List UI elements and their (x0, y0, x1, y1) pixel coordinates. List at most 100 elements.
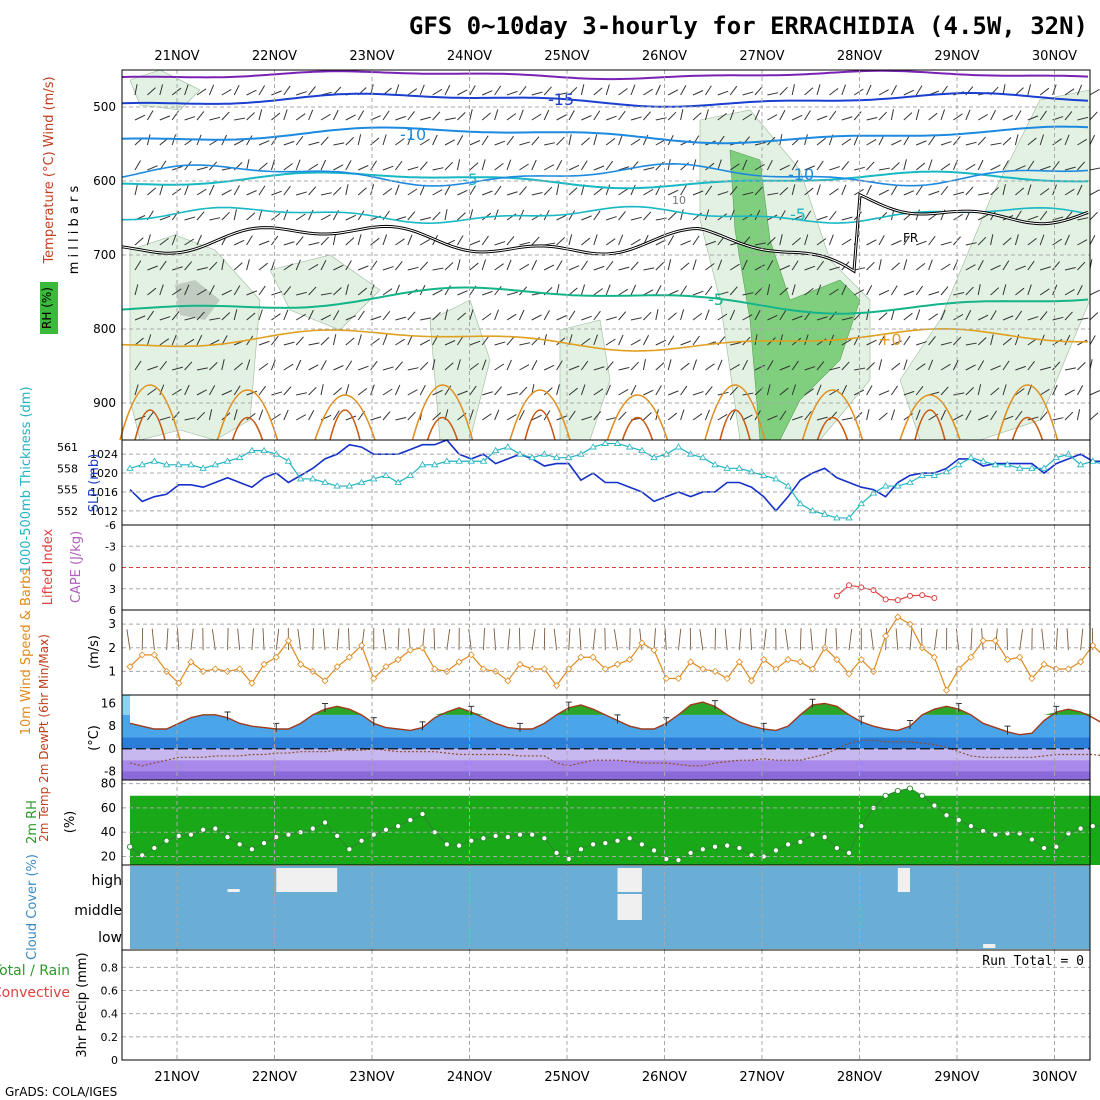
wind-barb (655, 362, 665, 371)
wind-barb (655, 339, 666, 346)
wind-barb (345, 384, 350, 396)
pressure-tick-label: 700 (93, 248, 116, 262)
wind-barb (395, 138, 405, 146)
wind-barb (432, 412, 442, 421)
wind-barb (481, 112, 491, 121)
wind-barb (593, 411, 602, 421)
wind-barb (568, 410, 576, 421)
wind-barb (357, 187, 367, 196)
freezing-level-line (121, 192, 1089, 274)
wind-barb (147, 287, 157, 296)
lifted-index-point (931, 594, 938, 601)
wind-barb (519, 342, 531, 346)
thickness-point (820, 510, 829, 517)
rh-tick-label: 40 (101, 825, 116, 839)
wind-barb (841, 84, 847, 96)
rh-2m-point (797, 838, 804, 845)
wind-barb (1002, 260, 1010, 271)
wind-barb (940, 141, 952, 146)
wind-speed-point (687, 658, 695, 666)
wind-barb (543, 164, 555, 171)
rh-2m-point (504, 834, 511, 841)
wind-barb (1027, 137, 1037, 146)
wind-barb (692, 90, 704, 96)
wind-barb (271, 212, 281, 221)
wind-barb (196, 367, 208, 371)
wind-barb (618, 288, 629, 296)
wind-speed-point (211, 665, 219, 673)
wind-barb (556, 337, 566, 346)
wind-barb (630, 384, 637, 396)
wind-barb (717, 313, 728, 321)
wind-barb (866, 184, 872, 196)
wind-barb (184, 361, 193, 371)
bottom-date-label: 30NOV (1032, 1070, 1077, 1085)
wind-barb (308, 141, 320, 146)
wind-barb (457, 111, 466, 121)
wind-barb (1089, 235, 1096, 246)
wind-barb (543, 186, 553, 196)
rh-shade-area (129, 69, 201, 111)
wind-barb (556, 184, 560, 196)
wind-barb (1002, 415, 1014, 421)
wind-barb (568, 287, 578, 296)
wind-barb (779, 310, 787, 321)
axis-title: CAPE (J/kg) (69, 531, 84, 603)
wind-barb (494, 85, 502, 96)
wind-barb (296, 392, 308, 396)
wind-barb (320, 292, 332, 296)
wind-barb (1027, 260, 1035, 271)
rh-2m-point (346, 846, 353, 853)
wind-barb (543, 109, 550, 121)
wind-barb (494, 241, 506, 246)
wind-barb (172, 366, 183, 371)
wind-barb-10m (251, 628, 254, 651)
wind-barb (146, 310, 155, 321)
contour-minus-10-east-label: -10 (788, 165, 814, 184)
wind-barb (420, 116, 431, 121)
wind-barb (482, 391, 493, 396)
rh-2m-point (906, 785, 914, 792)
wind-barb (481, 359, 487, 371)
wind-speed-point (577, 653, 585, 661)
thickness-point (784, 482, 792, 489)
wind-barb (692, 391, 704, 396)
wind-barb (704, 285, 713, 296)
wind-barb (618, 211, 626, 221)
wind-barb (841, 138, 852, 146)
wind-speed-point (418, 644, 427, 652)
temp-minmax-bar (517, 722, 523, 732)
wind-barb (432, 189, 443, 196)
wind-barb (791, 237, 801, 246)
thickness-point (1028, 464, 1036, 471)
wind-speed-point (638, 639, 646, 647)
wind-barb (630, 361, 639, 371)
contour-plus-10 (426, 416, 459, 441)
wind-barb (655, 139, 666, 146)
wind-barb (134, 337, 144, 346)
contour-plus-5 (411, 384, 474, 441)
rh-2m-point (236, 841, 243, 848)
thickness-point (1015, 464, 1024, 471)
wind-barb (159, 184, 164, 196)
contour-minus-5-label: -5 (462, 170, 478, 189)
rh-2m-point (1028, 836, 1035, 843)
wind-barb (394, 84, 400, 96)
axis-title: 1000-500mb Thickness (dm) (19, 386, 34, 573)
wind-barb (506, 90, 518, 96)
wind-barb-10m (531, 629, 536, 651)
wind-barb (804, 187, 814, 196)
wind-barb (766, 260, 774, 271)
wind-barb (791, 260, 799, 271)
wind-barb (432, 211, 441, 221)
wind-barb (482, 290, 493, 296)
wind-barb (804, 87, 814, 96)
wind-barb (655, 117, 667, 121)
rh-2m-point (407, 817, 414, 824)
wind-barb-10m (518, 628, 521, 651)
top-date-label: 26NOV (642, 49, 687, 64)
wind-barb (370, 384, 375, 396)
wind-barb (729, 409, 736, 421)
thickness-point (138, 461, 146, 468)
wind-barb (295, 336, 304, 346)
